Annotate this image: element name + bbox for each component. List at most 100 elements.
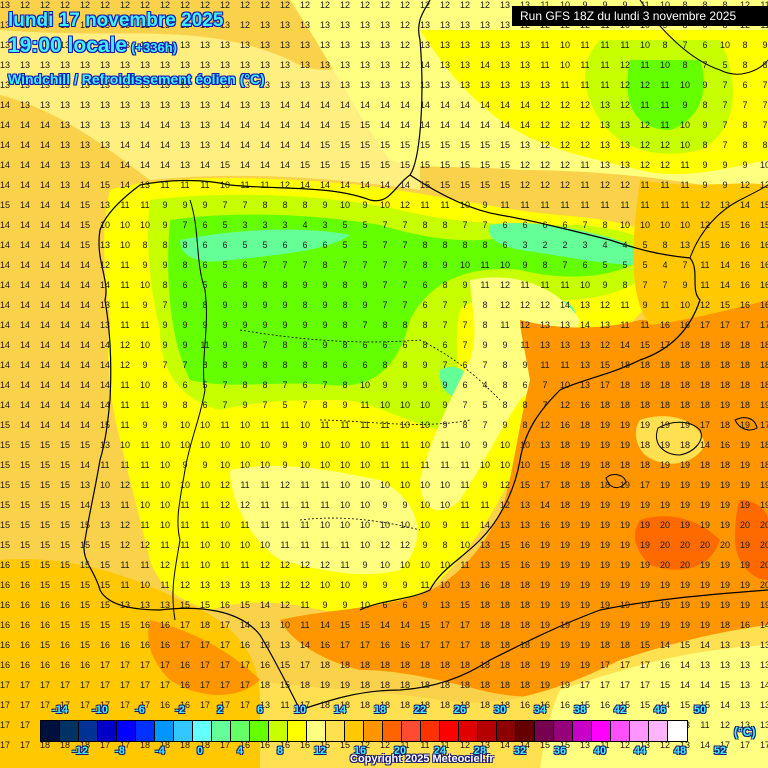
grid-value: 14 (319, 120, 330, 130)
grid-value: 6 (222, 240, 228, 250)
grid-value: 10 (579, 280, 590, 290)
grid-value: 12 (199, 0, 210, 10)
grid-value: 7 (762, 100, 768, 110)
grid-value: 17 (599, 380, 610, 390)
grid-value: 13 (139, 180, 150, 190)
grid-value: 9 (322, 600, 328, 610)
grid-value: 15 (59, 460, 70, 470)
grid-value: 13 (499, 20, 510, 30)
legend-swatch (611, 721, 630, 741)
grid-value: 18 (499, 620, 510, 630)
grid-value: 18 (699, 460, 710, 470)
grid-value: 10 (399, 400, 410, 410)
grid-value: 14 (739, 200, 750, 210)
grid-value: 19 (679, 420, 690, 430)
legend-label-bottom: -8 (115, 745, 125, 757)
grid-value: 9 (162, 260, 168, 270)
grid-value: 15 (99, 540, 110, 550)
grid-value: 18 (679, 380, 690, 390)
grid-value: 9 (162, 420, 168, 430)
grid-value: 11 (360, 400, 370, 410)
grid-value: 17 (19, 740, 30, 750)
grid-value: 15 (59, 480, 70, 490)
color-legend (40, 720, 688, 742)
grid-value: 12 (259, 560, 270, 570)
grid-value: 11 (360, 420, 370, 430)
grid-value: 10 (139, 500, 150, 510)
grid-value: 13 (59, 60, 70, 70)
grid-value: 17 (199, 640, 210, 650)
grid-value: 9 (162, 320, 168, 330)
grid-value: 13 (439, 20, 450, 30)
grid-value: 16 (559, 700, 570, 710)
grid-value: 18 (659, 400, 670, 410)
grid-value: 18 (639, 440, 650, 450)
grid-value: 13 (159, 600, 170, 610)
grid-value: 18 (399, 700, 410, 710)
grid-value: 11 (540, 200, 550, 210)
grid-value: 11 (620, 300, 630, 310)
grid-value: 6 (202, 400, 208, 410)
grid-value: 13 (0, 20, 10, 30)
grid-value: 11 (140, 440, 150, 450)
grid-value: 18 (739, 400, 750, 410)
grid-value: 15 (79, 520, 90, 530)
grid-value: 12 (699, 220, 710, 230)
grid-value: 13 (119, 600, 130, 610)
grid-value: 14 (0, 300, 10, 310)
grid-value: 13 (99, 240, 110, 250)
grid-value: 13 (179, 80, 190, 90)
grid-value: 19 (719, 560, 730, 570)
grid-value: 9 (602, 280, 608, 290)
grid-value: 17 (99, 660, 110, 670)
grid-value: 17 (119, 740, 130, 750)
legend-label-top: 42 (613, 704, 627, 716)
grid-value: 7 (402, 280, 408, 290)
legend-swatch (60, 721, 79, 741)
grid-value: 13 (159, 20, 170, 30)
grid-value: 12 (119, 340, 130, 350)
grid-value: 17 (0, 700, 10, 710)
grid-value: 19 (579, 620, 590, 630)
grid-value: 10 (379, 200, 390, 210)
grid-value: 16 (19, 640, 30, 650)
grid-value: 13 (499, 80, 510, 90)
grid-value: 8 (722, 0, 728, 10)
grid-value: 14 (99, 380, 110, 390)
grid-value: 9 (362, 580, 368, 590)
grid-value: 19 (539, 580, 550, 590)
grid-value: 19 (539, 680, 550, 690)
grid-value: 13 (199, 100, 210, 110)
grid-value: 8 (262, 200, 268, 210)
legend-label-bottom: 16 (353, 745, 367, 757)
grid-value: 18 (319, 660, 330, 670)
grid-value: 11 (240, 560, 250, 570)
grid-value: 15 (19, 480, 30, 490)
grid-value: 13 (199, 20, 210, 30)
grid-value: 11 (540, 60, 550, 70)
grid-value: 7 (302, 260, 308, 270)
grid-value: 11 (620, 320, 630, 330)
grid-value: 9 (522, 360, 528, 370)
grid-value: 13 (619, 120, 630, 130)
grid-value: 13 (759, 180, 768, 190)
grid-value: 13 (579, 380, 590, 390)
grid-value: 11 (480, 500, 490, 510)
grid-value: 18 (719, 420, 730, 430)
grid-value: 19 (739, 460, 750, 470)
grid-value: 13 (79, 160, 90, 170)
grid-value: 19 (679, 520, 690, 530)
grid-value: 9 (142, 420, 148, 430)
grid-value: 11 (580, 160, 590, 170)
grid-value: 14 (119, 140, 130, 150)
grid-value: 19 (619, 540, 630, 550)
grid-value: 18 (739, 380, 750, 390)
grid-value: 12 (299, 560, 310, 570)
grid-value: 11 (320, 480, 330, 490)
grid-value: 17 (79, 700, 90, 710)
grid-value: 9 (362, 280, 368, 290)
grid-value: 17 (219, 660, 230, 670)
grid-value: 14 (39, 200, 50, 210)
grid-value: 18 (679, 340, 690, 350)
grid-value: 18 (759, 340, 768, 350)
